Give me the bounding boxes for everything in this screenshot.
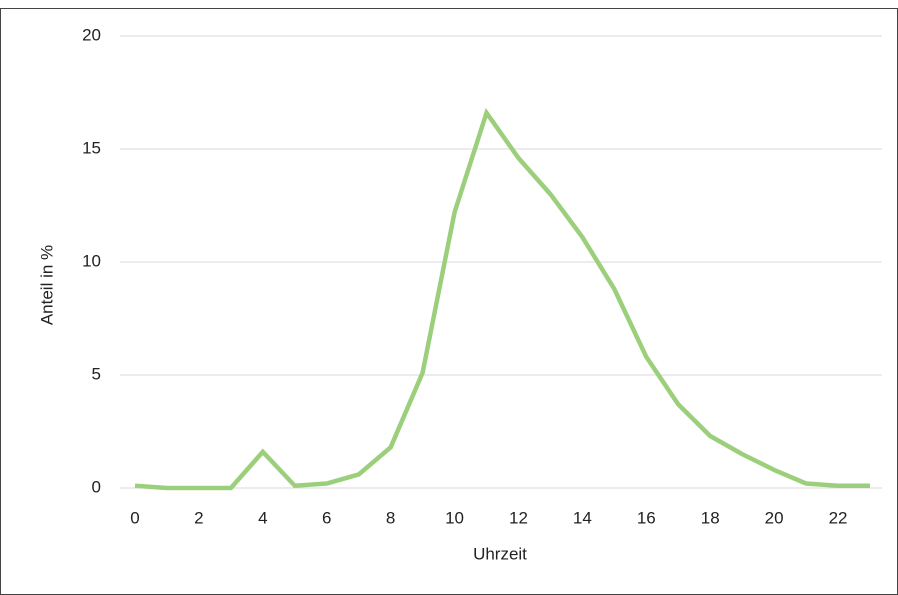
y-tick-label: 5: [92, 364, 101, 383]
y-tick-label: 0: [92, 477, 101, 496]
frame: [0, 8, 898, 595]
y-tick-label: 20: [82, 25, 101, 44]
x-tick-label: 8: [386, 508, 395, 527]
x-tick-label: 12: [509, 508, 528, 527]
x-tick-label: 6: [322, 508, 331, 527]
x-tick-label: 20: [765, 508, 784, 527]
line-series: [134, 107, 870, 491]
x-tick-label: 14: [573, 508, 592, 527]
y-axis-label: Anteil in %: [37, 245, 56, 325]
x-tick-label: 16: [637, 508, 656, 527]
x-tick-label: 22: [829, 508, 848, 527]
y-tick-label: 15: [82, 138, 101, 157]
y-tick-label: 10: [82, 251, 101, 270]
x-tick-label: 2: [194, 508, 203, 527]
x-tick-label: 10: [445, 508, 464, 527]
x-tick-label: 0: [130, 508, 139, 527]
x-tick-label: 18: [701, 508, 720, 527]
x-tick-label: 4: [258, 508, 267, 527]
x-axis-label: Uhrzeit: [473, 544, 527, 563]
